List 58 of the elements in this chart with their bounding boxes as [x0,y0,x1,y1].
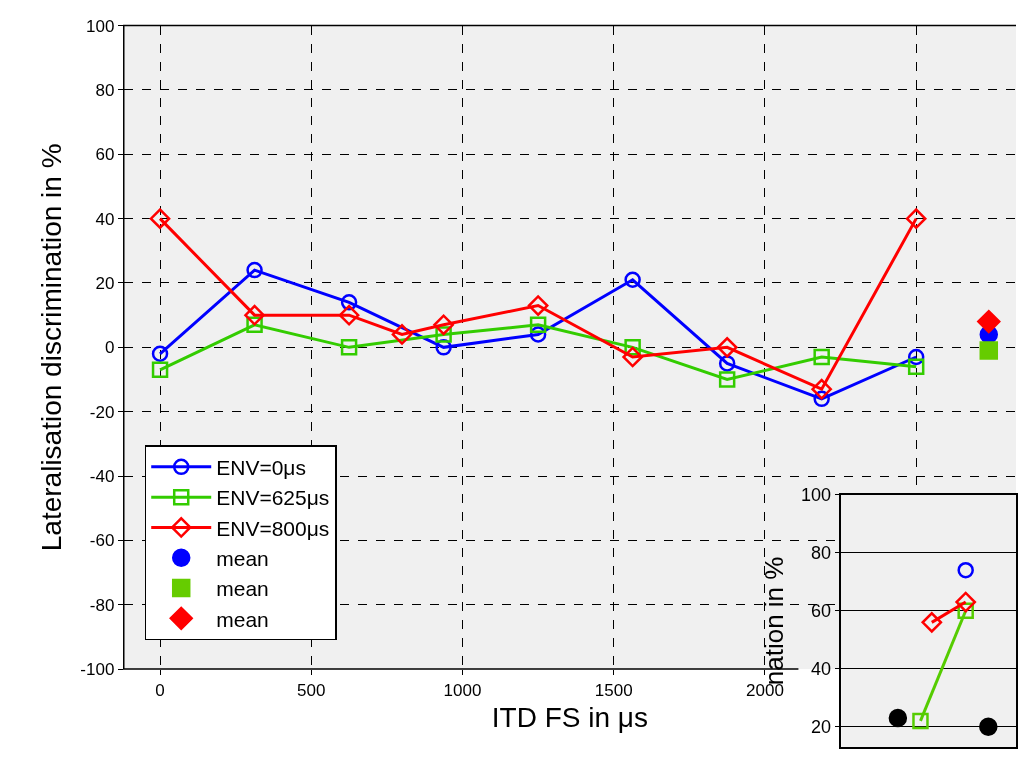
legend-label: mean [216,607,269,631]
point [979,717,998,736]
point [151,361,169,379]
y-tick-label: 40 [810,659,831,680]
point [977,309,1001,334]
point [811,378,833,400]
x-tick-label: 1500 [594,680,633,700]
x-tick-label: 500 [297,680,326,700]
y-tick-label: 40 [95,209,115,229]
point [888,708,908,728]
y-tick-label: -20 [89,402,115,422]
point [391,324,413,345]
y-tick-label: -100 [80,660,115,680]
point [246,261,263,279]
y-tick-label: 80 [95,80,115,100]
point [433,314,454,336]
point [813,390,830,408]
x-axis-title: ITD FS in μs [491,701,648,733]
point [955,591,977,613]
point [527,295,549,316]
legend-label: mean [216,546,269,570]
y-tick-label: -60 [89,531,115,551]
y-tick-label: 0 [104,338,115,358]
legend-label: ENV=0μs [216,456,306,480]
point [979,341,999,360]
y-tick-label: 60 [810,601,831,622]
point [529,316,547,334]
y-tick-label: 20 [95,273,115,293]
point [905,208,927,229]
point [340,339,358,356]
point [718,371,736,388]
y-axis-title: Lateralisation discrimination in % [36,143,68,552]
point [957,561,974,579]
legend-label: ENV=800μs [216,516,330,540]
point [622,346,643,368]
y-tick-label: -40 [89,467,115,487]
x-tick-label: 0 [155,680,165,700]
point [907,358,925,375]
y-tick-label: 20 [810,717,831,738]
point [813,348,830,366]
point [340,294,358,311]
y-tick-label: 100 [85,16,115,36]
point [149,208,171,229]
y-tick-label: 60 [95,145,115,165]
legend-label: mean [216,577,269,601]
y-tick-label: -80 [89,595,115,615]
point [151,345,169,363]
y-tick-label: 80 [810,543,831,564]
y-tick-label: 100 [800,485,831,506]
point [529,326,547,343]
point [338,304,360,326]
x-tick-label: 1000 [443,680,482,700]
point [921,612,943,633]
point [716,337,738,358]
point [624,271,641,289]
point [912,712,929,730]
point [244,304,265,326]
legend-label: ENV=625μs [216,486,330,510]
